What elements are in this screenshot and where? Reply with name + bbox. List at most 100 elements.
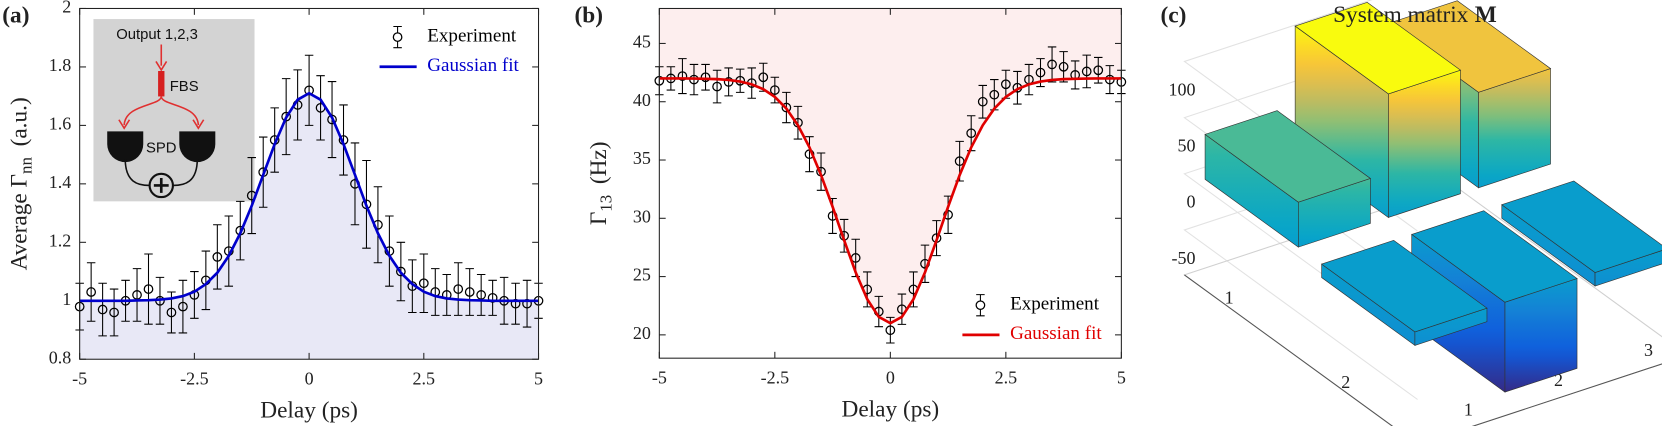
error-bar — [897, 293, 907, 325]
error-bar — [304, 54, 314, 126]
plot-frame — [79, 7, 540, 360]
error-bar — [431, 268, 440, 316]
error-bar — [678, 58, 687, 95]
y-axis-label-sub: nn — [17, 157, 36, 174]
error-bar — [465, 268, 474, 316]
error-bar — [920, 244, 930, 283]
bar-top — [1204, 110, 1372, 203]
error-bar — [1024, 63, 1034, 96]
wire — [124, 158, 199, 187]
chart-title-main: System matrix — [1333, 2, 1469, 28]
bar-top — [1501, 180, 1662, 273]
chart-title-bold: M — [1475, 2, 1497, 28]
error-bar — [1047, 46, 1057, 83]
data-point — [966, 128, 977, 139]
z-tick-label: 0 — [1187, 192, 1196, 212]
error-bar — [978, 84, 987, 119]
x-tick-label: 2.5 — [995, 368, 1018, 388]
error-bar — [1059, 51, 1068, 83]
y-axis-label: Γ13 (Hz) — [586, 141, 615, 225]
error-bar — [408, 259, 417, 314]
y-tick-label: 40 — [633, 90, 651, 110]
legend-label: Gaussian fit — [427, 55, 519, 76]
data-point — [1081, 66, 1092, 77]
error-bar — [511, 282, 520, 325]
error-bar — [316, 75, 325, 141]
x-axis-label: Delay (ps) — [841, 397, 939, 423]
error-bar — [724, 67, 733, 97]
y-axis-label-sub: 13 — [596, 195, 615, 212]
y-tick-label: 1 — [1225, 287, 1234, 307]
error-bar — [712, 69, 722, 104]
fbs — [158, 71, 165, 97]
data-point — [1000, 79, 1011, 90]
y-axis-label-unit: (a.u.) — [7, 97, 33, 146]
data-point — [977, 96, 988, 107]
x-tick-label: -5 — [72, 369, 87, 389]
data-point — [464, 287, 475, 297]
data-point — [700, 72, 711, 83]
y-tick-label: 25 — [633, 265, 651, 285]
bar-top — [1411, 210, 1578, 303]
error-bar — [98, 282, 107, 337]
error-bar — [701, 63, 710, 91]
z-tick-label: -50 — [1172, 248, 1196, 268]
plot-frame — [658, 7, 1122, 359]
x-tick-label: 3 — [1644, 340, 1653, 360]
z-tick-label: 100 — [1169, 79, 1196, 99]
error-bar — [201, 250, 211, 311]
y-axis-label-main: Γ — [586, 212, 612, 225]
detector — [107, 131, 144, 163]
data-point — [885, 325, 896, 336]
legend-label: Gaussian fit — [1010, 323, 1102, 344]
inset-box — [93, 19, 255, 202]
error-bar — [270, 107, 279, 173]
error-bar — [178, 279, 188, 334]
error-bar — [247, 157, 256, 235]
y-tick-label: 0.8 — [49, 347, 72, 367]
y-tick-label: 1 — [62, 289, 71, 309]
inset-label: FBS — [170, 79, 199, 95]
error-bar — [86, 262, 96, 322]
z-tick-label: 50 — [1178, 135, 1196, 155]
error-bar — [419, 253, 429, 314]
y-tick-label: 1.2 — [49, 230, 72, 250]
x-tick-label: 2.5 — [413, 369, 436, 389]
data-point — [97, 304, 108, 315]
error-bar — [488, 279, 497, 316]
arrow-head — [155, 61, 168, 72]
x-tick-label: 5 — [1117, 368, 1126, 388]
x-tick-label: 0 — [305, 369, 314, 389]
error-bar — [385, 215, 394, 287]
y-tick-label: 1.6 — [49, 114, 72, 134]
legend-marker — [392, 32, 403, 42]
data-point — [1093, 65, 1104, 76]
data-point — [723, 77, 734, 87]
data-point — [677, 71, 688, 81]
data-point — [758, 72, 769, 83]
y-axis-label: Average Γnn (a.u.) — [7, 97, 36, 270]
data-point — [453, 284, 464, 294]
error-bar — [874, 295, 884, 328]
data-point — [769, 85, 780, 95]
x-tick-label: -2.5 — [180, 369, 209, 389]
data-point — [1047, 59, 1057, 70]
y-tick-label: 1.8 — [49, 55, 72, 75]
data-point — [418, 278, 429, 289]
detector — [179, 131, 216, 163]
y-tick-label: 35 — [633, 148, 651, 168]
y-axis-label-main: Average Γ — [7, 174, 33, 270]
fit-line — [79, 91, 539, 303]
x-axis-label: Delay (ps) — [260, 398, 358, 424]
data-point — [395, 266, 406, 277]
data-point — [281, 111, 292, 122]
adder — [148, 172, 174, 199]
fiber — [123, 96, 163, 126]
error-bar — [453, 262, 463, 316]
error-bar — [213, 224, 222, 290]
panel-label: (c) — [1161, 2, 1187, 28]
y-tick-label: 2 — [62, 0, 71, 17]
y-axis-label-unit: (Hz) — [586, 141, 612, 184]
error-bar — [132, 268, 142, 322]
arrow-head — [118, 119, 131, 130]
